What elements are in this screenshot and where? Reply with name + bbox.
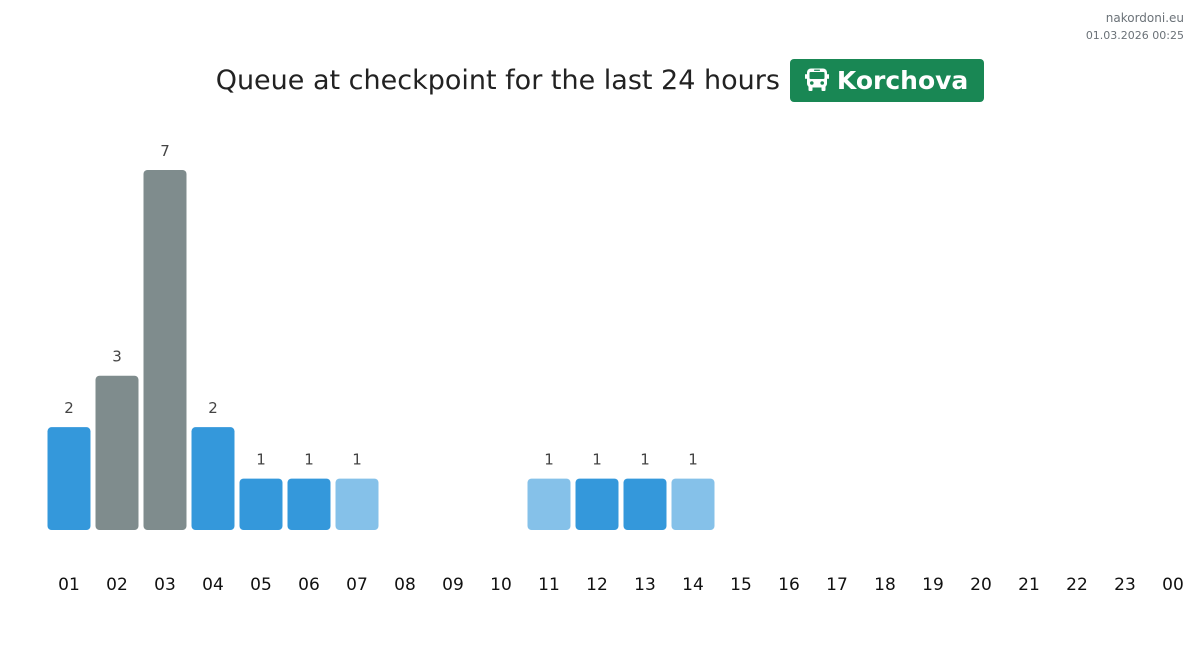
snapshot-timestamp: 01.03.2026 00:25 <box>1085 29 1184 42</box>
data-label-04: 2 <box>208 399 218 417</box>
bar-02 <box>95 375 139 530</box>
data-label-14: 1 <box>688 451 698 469</box>
bar-06 <box>287 478 331 530</box>
x-tick-label-21: 21 <box>1018 575 1040 595</box>
data-label-01: 2 <box>64 399 74 417</box>
data-label-13: 1 <box>640 451 650 469</box>
bar-03 <box>143 170 187 530</box>
x-tick-label-01: 01 <box>58 575 80 595</box>
chart-header: Queue at checkpoint for the last 24 hour… <box>0 58 1200 102</box>
site-name[interactable]: nakordoni.eu <box>1105 11 1184 25</box>
x-tick-label-23: 23 <box>1114 575 1136 595</box>
x-tick-label-09: 09 <box>442 575 464 595</box>
x-tick-label-10: 10 <box>490 575 512 595</box>
x-tick-label-17: 17 <box>826 575 848 595</box>
checkpoint-name: Korchova <box>836 65 969 95</box>
x-tick-label-11: 11 <box>538 575 560 595</box>
data-label-11: 1 <box>544 451 554 469</box>
data-label-12: 1 <box>592 451 602 469</box>
x-tick-label-14: 14 <box>682 575 704 595</box>
bar-12 <box>575 478 619 530</box>
x-tick-label-04: 04 <box>202 575 224 595</box>
bus-icon <box>804 68 829 91</box>
data-label-07: 1 <box>352 451 362 469</box>
x-tick-label-20: 20 <box>970 575 992 595</box>
site-info: nakordoni.eu 01.03.2026 00:25 <box>1086 10 1184 44</box>
data-label-05: 1 <box>256 451 266 469</box>
x-tick-label-18: 18 <box>874 575 896 595</box>
x-tick-label-06: 06 <box>298 575 320 595</box>
bar-07 <box>335 478 379 530</box>
bar-14 <box>671 478 715 530</box>
bar-01 <box>47 427 91 530</box>
data-label-06: 1 <box>304 451 314 469</box>
bar-04 <box>191 427 235 530</box>
x-tick-label-12: 12 <box>586 575 608 595</box>
bar-13 <box>623 478 667 530</box>
x-tick-label-22: 22 <box>1066 575 1088 595</box>
x-tick-label-00: 00 <box>1162 575 1184 595</box>
x-tick-label-15: 15 <box>730 575 752 595</box>
checkpoint-badge: Korchova <box>789 58 985 102</box>
x-tick-label-13: 13 <box>634 575 656 595</box>
x-tick-label-07: 07 <box>346 575 368 595</box>
bar-05 <box>239 478 283 530</box>
x-tick-label-03: 03 <box>154 575 176 595</box>
x-tick-label-02: 02 <box>106 575 128 595</box>
data-label-02: 3 <box>112 348 122 366</box>
x-tick-label-16: 16 <box>778 575 800 595</box>
x-tick-label-19: 19 <box>922 575 944 595</box>
bar-11 <box>527 478 571 530</box>
x-tick-label-08: 08 <box>394 575 416 595</box>
x-tick-label-05: 05 <box>250 575 272 595</box>
data-label-03: 7 <box>160 142 170 160</box>
chart-title: Queue at checkpoint for the last 24 hour… <box>215 64 780 96</box>
